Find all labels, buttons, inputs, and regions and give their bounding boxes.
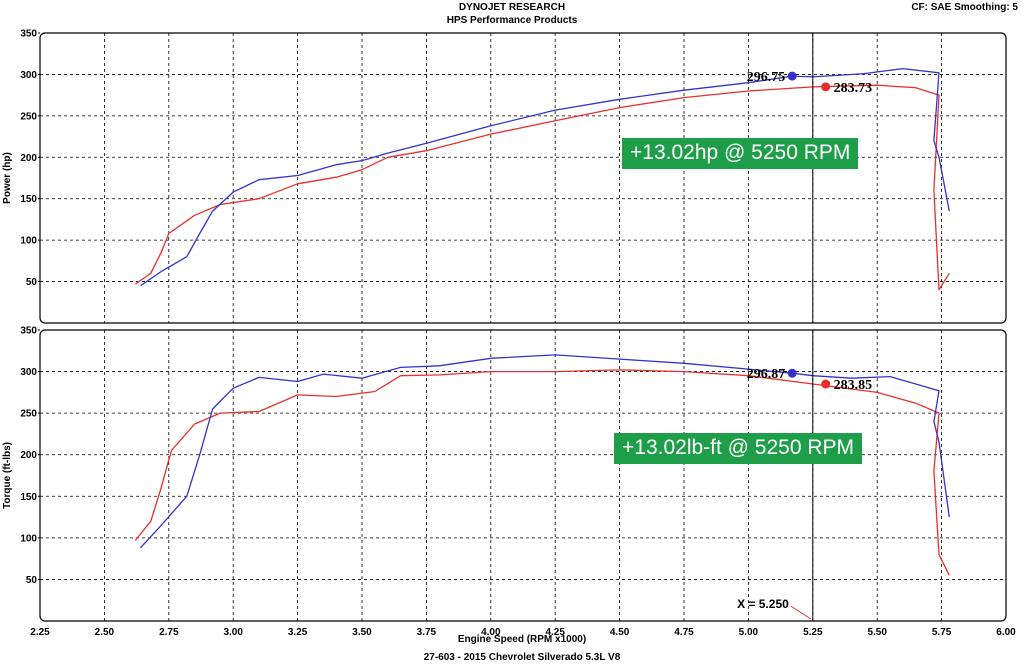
series-line-before <box>134 369 950 576</box>
y-tick-label: 350 <box>20 326 37 337</box>
chart-title: DYNOJET RESEARCH <box>458 2 566 13</box>
rpm-cursor[interactable]: X = 5.250 <box>737 33 814 621</box>
power-gain-annotation: +13.02hp @ 5250 RPM <box>622 138 859 169</box>
y-axis-label: Torque (ft-lbs) <box>2 442 13 509</box>
series-line-after <box>140 67 950 287</box>
torque-chart-panel: 350 300 250 200 150 100 50 2.25 2.50 2.75 3.00 3.25… <box>2 326 1016 639</box>
y-tick-label: 150 <box>20 194 37 205</box>
peak-marker-after <box>787 71 797 81</box>
y-tick-label: 300 <box>20 367 37 378</box>
x-tick-label: 5.50 <box>867 627 887 638</box>
y-tick-label: 50 <box>26 277 38 288</box>
y-tick-label: 100 <box>20 533 37 544</box>
peak-marker-before <box>821 379 831 389</box>
settings-readout: CF: SAE Smoothing: 5 <box>911 2 1018 13</box>
chart-subtitle: HPS Performance Products <box>446 15 578 26</box>
peak-label-before: 283.85 <box>834 378 873 393</box>
peak-label-after: 296.87 <box>747 367 786 382</box>
x-tick-label: 3.75 <box>417 627 437 638</box>
y-tick-label: 50 <box>26 575 38 586</box>
x-tick-label: 3.25 <box>288 627 308 638</box>
x-tick-label: 2.50 <box>95 627 115 638</box>
peak-label-after: 296.75 <box>747 70 786 85</box>
x-tick-label: 4.50 <box>610 627 630 638</box>
cursor-pointer <box>790 605 812 620</box>
peak-marker-before <box>821 82 831 92</box>
x-tick-label: 2.25 <box>30 627 50 638</box>
peak-label-before: 283.73 <box>834 81 873 96</box>
cursor-label: X = 5.250 <box>737 597 789 611</box>
y-tick-label: 250 <box>20 111 37 122</box>
x-tick-label: 6.00 <box>996 627 1016 638</box>
y-tick-label: 300 <box>20 70 37 81</box>
x-axis-label: Engine Speed (RPM x1000) <box>457 634 587 645</box>
x-tick-label: 3.50 <box>352 627 372 638</box>
y-tick-label: 250 <box>20 409 37 420</box>
x-tick-label: 5.75 <box>932 627 952 638</box>
x-tick-label: 4.25 <box>545 627 565 638</box>
y-tick-label: 200 <box>20 450 37 461</box>
x-tick-label: 4.00 <box>481 627 501 638</box>
power-chart-panel: 350 300 250 200 150 100 50 Power (hp) 296.75 283.… <box>2 29 1007 324</box>
x-tick-label: 3.00 <box>223 627 243 638</box>
peak-marker-after <box>787 368 797 378</box>
vehicle-label: 27-603 - 2015 Chevrolet Silverado 5.3L V… <box>423 652 621 663</box>
y-tick-label: 200 <box>20 153 37 164</box>
y-tick-label: 150 <box>20 492 37 503</box>
x-tick-label: 5.25 <box>803 627 823 638</box>
torque-gain-annotation: +13.02lb-ft @ 5250 RPM <box>614 433 863 464</box>
y-axis-label: Power (hp) <box>2 152 13 204</box>
y-tick-label: 100 <box>20 236 37 247</box>
x-tick-label: 4.75 <box>674 627 694 638</box>
x-tick-label: 2.75 <box>159 627 179 638</box>
plot-frame <box>39 32 1007 324</box>
plot-frame <box>39 329 1007 622</box>
series-line-after <box>140 354 950 549</box>
series-line-before <box>134 84 950 291</box>
y-tick-label: 350 <box>20 29 37 40</box>
x-tick-label: 5.00 <box>739 627 759 638</box>
